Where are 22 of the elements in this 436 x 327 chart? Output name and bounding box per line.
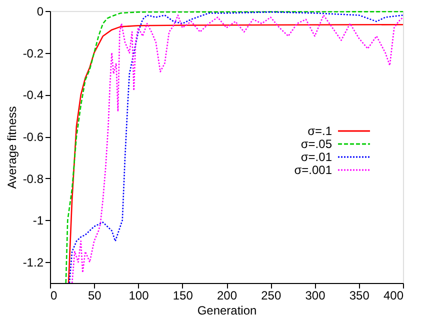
x-tick-label: 100 xyxy=(128,288,150,302)
x-tick-label: 300 xyxy=(305,288,326,302)
y-tick-label: 0 xyxy=(36,4,44,18)
legend-label: σ=.05 xyxy=(300,137,332,151)
legend-label: σ=.1 xyxy=(308,124,332,138)
legend-label: σ=.001 xyxy=(294,163,332,177)
x-tick-label: 400 xyxy=(383,288,404,302)
y-tick-label: -0.2 xyxy=(22,46,44,60)
legend-label: σ=.01 xyxy=(300,150,332,164)
x-tick-label: 150 xyxy=(172,288,194,302)
y-tick-label: -1.2 xyxy=(22,256,44,270)
y-tick-label: -0.4 xyxy=(22,88,44,102)
x-tick-label: 50 xyxy=(88,288,102,302)
y-axis-title: Average fitness xyxy=(4,106,19,189)
y-tick-label: -0.6 xyxy=(22,130,44,144)
x-tick-label: 200 xyxy=(216,288,238,302)
x-tick-label: 0 xyxy=(50,288,58,302)
y-tick-label: -1 xyxy=(32,214,44,228)
x-axis-title: Generation xyxy=(197,304,257,318)
y-tick-label: -0.8 xyxy=(22,172,44,186)
x-tick-label: 350 xyxy=(349,288,370,302)
x-tick-label: 250 xyxy=(261,288,282,302)
